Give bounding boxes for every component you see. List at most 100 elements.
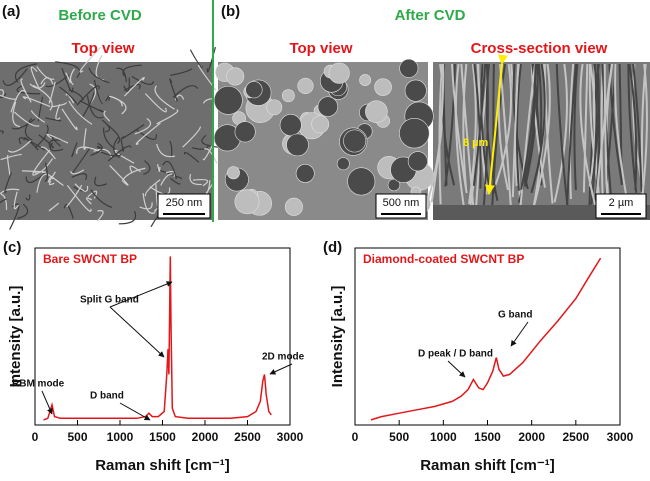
texture (134, 118, 152, 135)
texture (66, 184, 92, 212)
spectrum (43, 256, 272, 421)
texture (160, 173, 173, 186)
texture (365, 100, 388, 123)
texture (279, 114, 302, 137)
texture (454, 63, 466, 210)
texture (66, 184, 83, 208)
texture (73, 186, 87, 192)
texture (17, 203, 29, 220)
view-label: Cross-section view (471, 40, 608, 57)
texture (156, 109, 179, 125)
texture (103, 127, 116, 150)
x-tick-label: 1500 (149, 430, 176, 444)
sem-images (0, 46, 650, 230)
texture (295, 164, 315, 183)
texture (4, 172, 13, 194)
texture (182, 126, 202, 148)
panel-label: (a) (2, 3, 20, 20)
texture (192, 178, 209, 187)
texture (88, 67, 110, 84)
x-tick-label: 500 (67, 430, 87, 444)
x-tick-label: 2500 (234, 430, 261, 444)
texture (226, 166, 240, 180)
annotation: 2D mode (262, 352, 305, 363)
texture (124, 76, 145, 97)
x-tick-label: 500 (389, 430, 409, 444)
scale-label: 250 nm (166, 197, 203, 209)
texture (46, 133, 69, 144)
texture (131, 75, 155, 85)
texture (118, 210, 137, 225)
texture (450, 63, 468, 194)
texture (36, 173, 54, 193)
texture (154, 85, 175, 110)
texture (234, 121, 256, 143)
texture (86, 95, 104, 119)
texture (468, 63, 481, 212)
scale-bar: 2 µm (595, 193, 647, 219)
plot-frame (354, 247, 621, 426)
thickness-label: 8 µm (463, 137, 489, 149)
panel-label: (b) (221, 3, 240, 20)
view-label: Top view (289, 40, 352, 57)
texture (71, 142, 78, 158)
texture (0, 94, 17, 100)
texture (123, 77, 130, 92)
texture (10, 90, 28, 113)
texture (120, 139, 124, 152)
texture (595, 63, 613, 194)
texture (281, 89, 295, 103)
annotation-arrow (109, 281, 173, 308)
annotation-arrow (269, 363, 293, 375)
texture (555, 63, 569, 211)
panel-label: (d) (323, 239, 342, 256)
x-tick-label: 3000 (277, 430, 304, 444)
texture (640, 63, 648, 204)
texture (55, 61, 81, 78)
texture (96, 210, 104, 222)
texture (206, 46, 217, 73)
texture (520, 63, 537, 190)
texture (48, 81, 56, 104)
texture (55, 104, 61, 121)
texture (142, 192, 156, 214)
y-axis-label: Intensity [a.u.] (7, 286, 24, 388)
texture (582, 63, 589, 193)
texture (328, 62, 350, 84)
thickness-arrow (484, 54, 508, 195)
texture (61, 108, 78, 131)
texture (0, 188, 20, 195)
texture (68, 100, 93, 125)
texture (157, 164, 161, 172)
texture (25, 194, 31, 201)
texture (387, 178, 401, 192)
texture (36, 66, 55, 80)
texture (48, 202, 60, 212)
texture (169, 78, 178, 102)
texture (69, 68, 75, 86)
chart-title: Diamond-coated SWCNT BP (363, 252, 524, 266)
texture (588, 63, 600, 190)
texture (29, 82, 46, 89)
texture (543, 63, 554, 204)
annotation-arrow (109, 306, 165, 358)
texture (76, 85, 100, 106)
texture (588, 63, 596, 187)
texture (286, 133, 309, 157)
texture (25, 172, 46, 183)
texture (472, 63, 487, 186)
texture (515, 63, 522, 191)
texture (113, 149, 135, 164)
texture (566, 63, 577, 206)
texture (0, 198, 7, 204)
texture (336, 157, 350, 171)
annotation: RBM mode (12, 379, 65, 390)
texture (530, 63, 546, 188)
x-tick-label: 1000 (107, 430, 134, 444)
texture (573, 63, 579, 191)
texture (122, 64, 142, 77)
texture (30, 66, 40, 89)
texture (568, 63, 575, 200)
texture (90, 189, 113, 209)
texture (374, 78, 392, 96)
